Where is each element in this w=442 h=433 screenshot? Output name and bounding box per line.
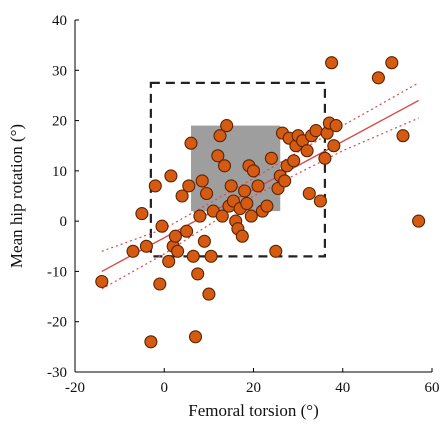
data-point	[193, 209, 207, 223]
data-point	[325, 56, 339, 70]
data-point	[238, 184, 252, 198]
data-point	[213, 129, 227, 143]
data-point	[171, 244, 185, 258]
data-point	[182, 179, 196, 193]
data-point	[224, 179, 238, 193]
dashed-box	[149, 81, 327, 258]
data-point	[175, 189, 189, 203]
data-point	[139, 239, 153, 253]
data-point	[313, 194, 327, 208]
data-point	[251, 179, 265, 193]
data-point	[197, 234, 211, 248]
data-point	[269, 244, 283, 258]
y-tick-label: 40	[52, 13, 67, 29]
data-point	[188, 330, 203, 344]
data-point	[302, 186, 316, 201]
data-point	[371, 71, 385, 85]
y-axis-title: Mean hip rotation (°)	[7, 124, 26, 268]
data-point	[184, 136, 198, 150]
y-tick-label: 0	[60, 214, 68, 230]
data-points	[95, 56, 426, 349]
data-point	[95, 274, 109, 289]
x-tick-label: -20	[65, 380, 85, 396]
data-point	[200, 186, 214, 201]
data-point	[204, 249, 218, 263]
data-point	[278, 174, 292, 188]
data-point	[318, 151, 332, 165]
data-point	[180, 224, 194, 238]
data-point	[164, 169, 178, 183]
x-tick-label: 20	[246, 380, 261, 396]
y-tick-label: -10	[47, 264, 67, 280]
y-tick-label: 30	[52, 63, 67, 79]
data-point	[264, 151, 278, 165]
data-point	[220, 119, 234, 133]
data-point	[217, 159, 232, 173]
data-point	[309, 124, 323, 138]
y-tick-label: -20	[47, 315, 67, 331]
y-tick-label: -30	[47, 365, 67, 381]
data-point	[215, 209, 229, 223]
data-point	[211, 149, 225, 163]
data-point	[260, 199, 274, 213]
data-point	[191, 267, 205, 281]
y-tick-label: 20	[52, 114, 67, 130]
data-point	[327, 139, 341, 153]
confidence-lower-line	[101, 117, 419, 290]
data-point	[126, 244, 140, 258]
data-point	[244, 209, 258, 223]
data-point	[162, 254, 176, 268]
x-tick-label: 60	[425, 380, 440, 396]
data-point	[385, 56, 399, 70]
data-point	[240, 196, 254, 211]
data-point	[396, 129, 410, 143]
data-point	[168, 229, 182, 243]
data-point	[287, 154, 301, 168]
x-tick-label: 40	[335, 380, 350, 396]
data-point	[186, 249, 200, 263]
data-point	[412, 214, 426, 228]
y-tick-label: 10	[52, 164, 67, 180]
axes	[74, 19, 433, 373]
data-point	[202, 287, 216, 301]
data-point	[195, 174, 209, 188]
data-point	[329, 119, 343, 133]
data-point	[148, 179, 162, 193]
data-point	[135, 207, 149, 221]
confidence-upper-line	[101, 82, 419, 252]
data-point	[153, 277, 167, 291]
data-point	[144, 335, 158, 349]
x-axis-title: Femoral torsion (°)	[188, 401, 319, 420]
data-point	[300, 144, 314, 158]
x-tick-label: 0	[161, 380, 169, 396]
data-point	[155, 219, 169, 233]
data-point	[246, 164, 261, 178]
data-point	[235, 229, 249, 243]
